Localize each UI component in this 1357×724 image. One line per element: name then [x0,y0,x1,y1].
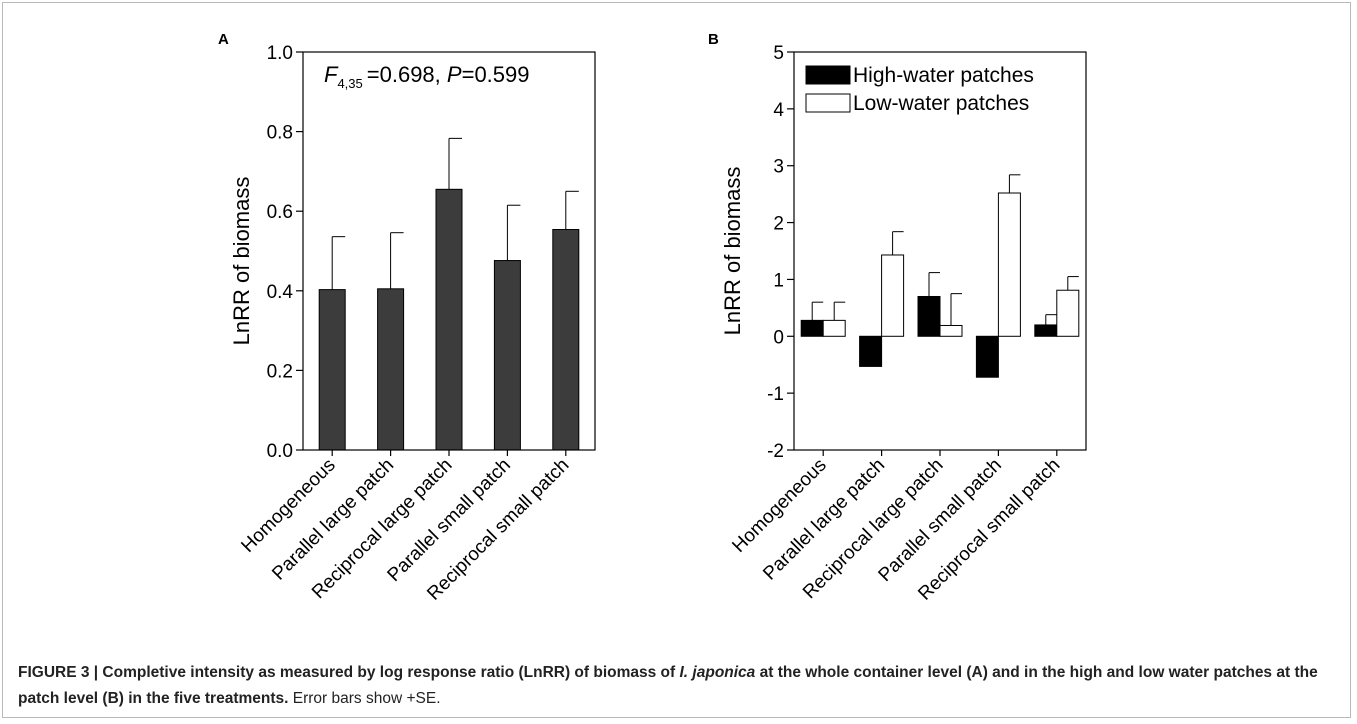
caption-note: Error bars show +SE. [288,690,441,707]
legend-swatch-low-water [805,93,851,113]
caption-lead: FIGURE 3 | Completive intensity as measu… [18,664,680,681]
y-tick-label: 0.4 [267,282,294,303]
bar-high-water [1034,324,1058,337]
legend-label-low-water: Low-water patches [853,92,1029,115]
panel-a-stat-annotation: F4,35 =0.698, P=0.599 [324,62,530,91]
panel-a-ylabel: LnRR of biomass [229,177,254,346]
y-tick-label: 1.0 [267,43,293,64]
y-tick-label: 5 [773,43,784,64]
y-tick-label: 3 [773,157,784,178]
figure-caption: FIGURE 3 | Completive intensity as measu… [18,660,1338,712]
bar-low-water [1056,289,1080,337]
bar [435,188,463,451]
bar-high-water [917,295,941,337]
panel-b-label: B [708,31,719,48]
caption-lead-end: at the whole container level (A) and in … [18,664,1318,707]
panel-a-label: A [218,31,229,48]
bar [552,229,580,451]
panel-b: B LnRR of biomass -2 -1 0 1 2 3 4 5 Homogeneous… [708,31,1087,605]
y-tick-label: 0 [773,327,784,348]
bar [377,288,405,451]
p-value: =0.599 [462,62,530,87]
panel-b-legend: High-water patches Low-water patches [805,64,1034,115]
bar-low-water [997,192,1021,337]
y-tick-label: -2 [767,441,784,462]
y-tick-label: 0.6 [267,202,293,223]
y-tick-label: 0.0 [267,441,293,462]
panel-a-yticks: 0.0 0.2 0.4 0.6 0.8 1.0 [267,43,303,462]
figure-charts: A LnRR of biomass 0.0 0.2 0.4 0.6 0.8 1.0 Hom… [218,31,1087,605]
f-letter: F [324,62,339,87]
y-tick-label: -1 [767,384,784,405]
bar [318,289,346,451]
panel-b-yticks: -2 -1 0 1 2 3 4 5 [767,43,794,462]
p-letter: P [447,62,462,87]
f-value: =0.698, [367,62,447,87]
y-tick-label: 4 [773,100,784,121]
caption-species: I. japonica [679,664,756,681]
y-tick-label: 0.8 [267,123,293,144]
bar-high-water [800,319,824,337]
bar [493,260,521,451]
panel-a-bars [318,137,580,451]
bar-low-water [881,254,905,337]
legend-swatch-high-water [805,65,851,85]
panel-b-plot-frame [793,51,1087,451]
legend-label-high-water: High-water patches [853,64,1034,87]
y-tick-label: 0.2 [267,361,293,382]
panel-b-ylabel: LnRR of biomass [720,167,745,336]
bar-low-water [822,319,846,337]
y-tick-label: 2 [773,214,784,235]
panel-a-plot-frame [302,51,596,451]
bar-low-water [939,324,963,337]
f-subscript: 4,35 [337,76,362,91]
panel-b-bars [800,174,1080,378]
panel-a: A LnRR of biomass 0.0 0.2 0.4 0.6 0.8 1.0 Hom… [218,31,596,605]
y-tick-label: 1 [773,270,784,291]
